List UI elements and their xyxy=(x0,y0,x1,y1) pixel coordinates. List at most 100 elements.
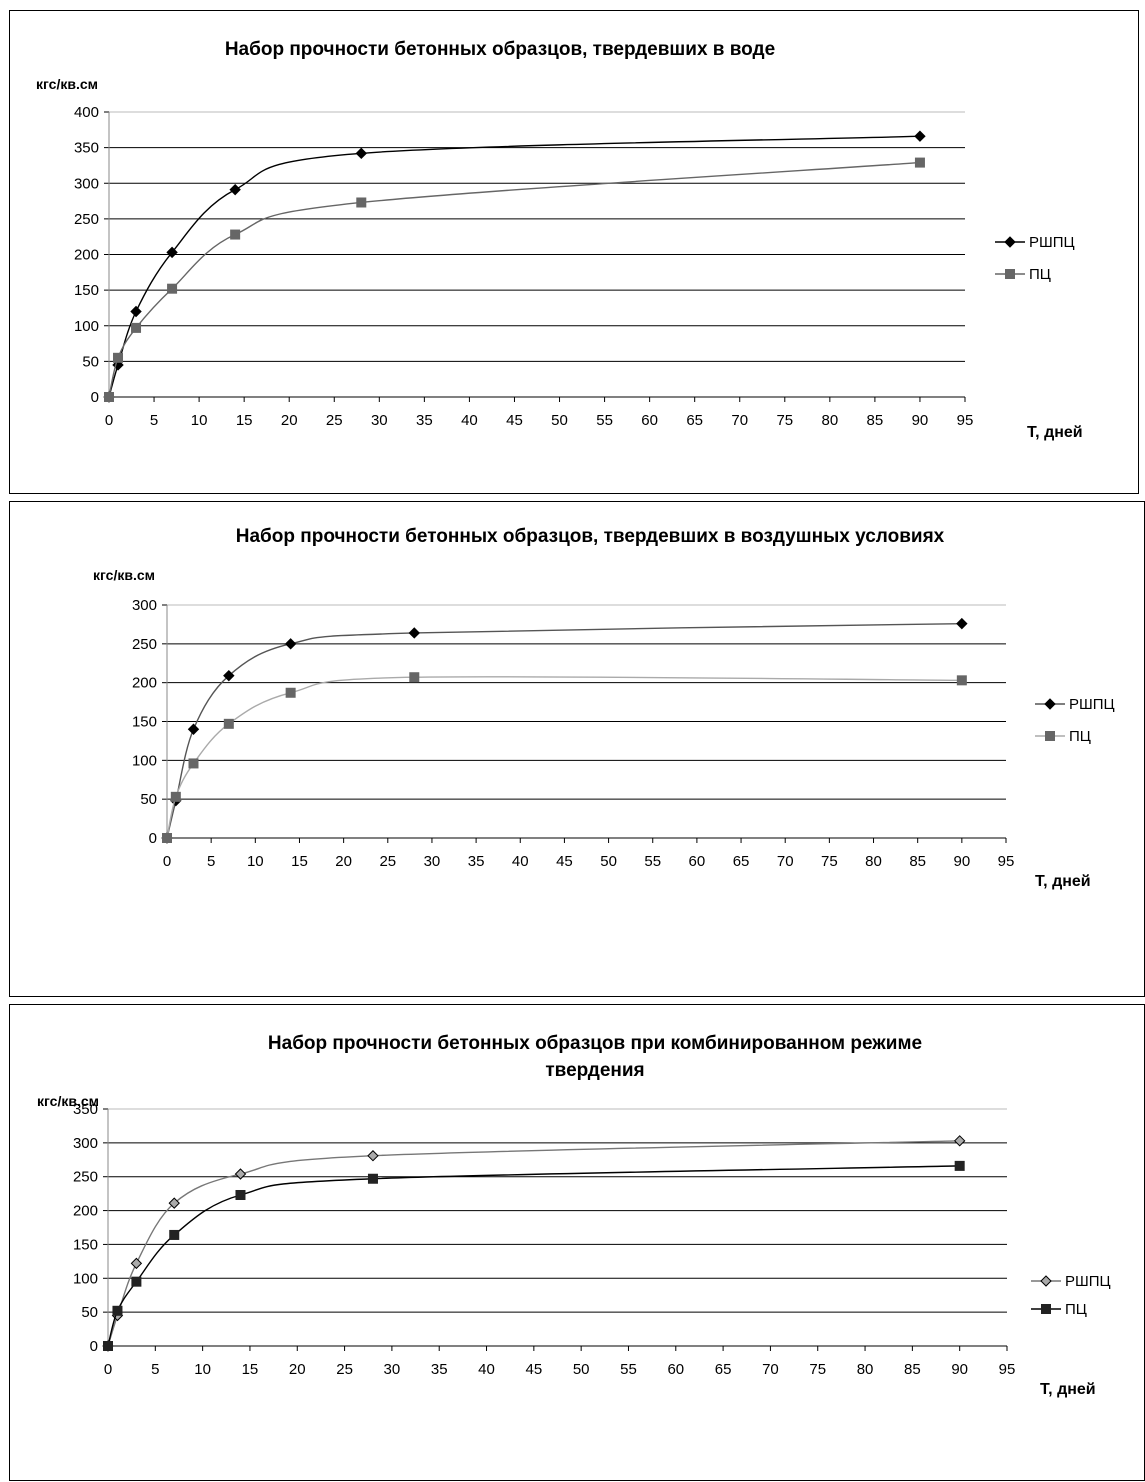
data-point-rshpc xyxy=(914,130,926,142)
x-tick-label: 10 xyxy=(194,1361,211,1378)
legend-marker xyxy=(1004,236,1016,248)
series-line-pc xyxy=(166,676,962,839)
y-tick-label: 250 xyxy=(73,1169,98,1186)
y-tick-label: 150 xyxy=(73,1236,98,1253)
chart-panel-air: Набор прочности бетонных образцов, тверд… xyxy=(9,501,1145,997)
y-tick-label: 100 xyxy=(73,1270,98,1287)
y-tick-label: 200 xyxy=(74,247,99,264)
y-tick-label: 100 xyxy=(132,752,157,769)
data-point-pc xyxy=(367,1173,378,1184)
chart-title: Набор прочности бетонных образцов, тверд… xyxy=(225,39,775,60)
x-tick-label: 10 xyxy=(247,853,264,870)
x-tick-label: 15 xyxy=(291,853,308,870)
data-point-pc xyxy=(356,197,367,208)
data-point-rshpc xyxy=(956,617,968,630)
data-point-pc xyxy=(103,1341,113,1351)
data-point-pc xyxy=(167,283,178,294)
data-point-rshpc xyxy=(234,1168,247,1180)
data-point-pc xyxy=(914,157,925,168)
data-point-rshpc xyxy=(408,627,420,639)
x-tick-label: 85 xyxy=(904,1361,921,1378)
chart-title: Набор прочности бетонных образцов при ко… xyxy=(268,1033,922,1081)
data-point-pc xyxy=(104,392,114,402)
x-axis-label: Т, дней xyxy=(1035,873,1091,890)
x-tick-label: 45 xyxy=(506,412,523,429)
x-tick-label: 0 xyxy=(163,853,171,870)
data-point-pc xyxy=(956,675,967,686)
x-tick-label: 70 xyxy=(731,412,748,429)
x-tick-label: 80 xyxy=(821,412,838,429)
x-tick-label: 95 xyxy=(999,1361,1016,1378)
x-tick-label: 15 xyxy=(236,412,253,429)
y-tick-label: 350 xyxy=(74,140,99,157)
legend-marker xyxy=(1044,698,1056,710)
x-tick-label: 95 xyxy=(957,412,974,429)
data-point-rshpc xyxy=(130,305,142,318)
x-tick-label: 25 xyxy=(326,412,343,429)
legend-label: ПЦ xyxy=(1069,728,1091,745)
x-tick-label: 20 xyxy=(289,1361,306,1378)
x-tick-label: 0 xyxy=(105,412,113,429)
x-tick-label: 50 xyxy=(573,1361,590,1378)
y-axis-label: кгс/кв.см xyxy=(37,1093,99,1109)
chart-title-line: Набор прочности бетонных образцов, тверд… xyxy=(225,39,775,60)
y-tick-label: 0 xyxy=(91,389,99,406)
x-tick-label: 80 xyxy=(865,853,882,870)
legend-marker xyxy=(1041,1304,1051,1314)
y-tick-label: 150 xyxy=(132,714,157,731)
data-point-pc xyxy=(188,758,199,769)
data-point-rshpc xyxy=(367,1150,379,1162)
x-tick-label: 40 xyxy=(478,1361,495,1378)
y-axis-label: кгс/кв.см xyxy=(93,567,155,583)
x-tick-label: 65 xyxy=(733,853,750,870)
data-point-rshpc xyxy=(355,147,368,160)
y-tick-label: 200 xyxy=(73,1203,98,1220)
x-tick-label: 85 xyxy=(909,853,926,870)
y-tick-label: 50 xyxy=(81,1304,98,1321)
x-tick-label: 5 xyxy=(207,853,215,870)
y-tick-label: 50 xyxy=(140,791,157,808)
x-tick-label: 40 xyxy=(512,853,529,870)
x-tick-label: 35 xyxy=(468,853,485,870)
data-point-pc xyxy=(954,1160,965,1171)
x-tick-label: 0 xyxy=(104,1361,112,1378)
x-tick-label: 55 xyxy=(620,1361,637,1378)
x-tick-label: 5 xyxy=(150,412,158,429)
x-tick-label: 60 xyxy=(667,1361,684,1378)
x-tick-label: 90 xyxy=(912,412,929,429)
chart-combined: Набор прочности бетонных образцов при ко… xyxy=(37,1033,1111,1398)
series-line-rshpc xyxy=(166,622,962,839)
data-point-pc xyxy=(112,1305,123,1316)
x-tick-label: 20 xyxy=(281,412,298,429)
x-tick-label: 35 xyxy=(431,1361,448,1378)
x-tick-label: 60 xyxy=(689,853,706,870)
chart-title-line: Набор прочности бетонных образцов при ко… xyxy=(268,1033,922,1054)
data-point-pc xyxy=(131,1276,142,1287)
data-point-rshpc xyxy=(130,1257,143,1270)
x-tick-label: 20 xyxy=(335,853,352,870)
data-point-pc xyxy=(162,833,172,843)
series-line-rshpc xyxy=(107,1140,960,1347)
x-tick-label: 70 xyxy=(762,1361,779,1378)
x-tick-label: 60 xyxy=(641,412,658,429)
x-tick-label: 15 xyxy=(242,1361,259,1378)
y-tick-label: 100 xyxy=(74,318,99,335)
x-tick-label: 25 xyxy=(379,853,396,870)
data-point-rshpc xyxy=(168,1197,180,1209)
x-tick-label: 75 xyxy=(776,412,793,429)
x-tick-label: 75 xyxy=(821,853,838,870)
chart-title: Набор прочности бетонных образцов, тверд… xyxy=(236,526,945,547)
data-point-rshpc xyxy=(187,723,200,735)
legend-label: РШПЦ xyxy=(1069,696,1115,713)
data-point-rshpc xyxy=(223,669,235,682)
x-tick-label: 45 xyxy=(525,1361,542,1378)
data-point-pc xyxy=(131,322,142,333)
x-tick-label: 75 xyxy=(809,1361,826,1378)
data-point-rshpc xyxy=(229,183,241,196)
y-tick-label: 400 xyxy=(74,104,99,121)
x-tick-label: 25 xyxy=(336,1361,353,1378)
x-tick-label: 55 xyxy=(596,412,613,429)
chart-water: Набор прочности бетонных образцов, тверд… xyxy=(36,39,1083,441)
chart-title-line: твердения xyxy=(545,1060,644,1081)
x-tick-label: 95 xyxy=(998,853,1015,870)
